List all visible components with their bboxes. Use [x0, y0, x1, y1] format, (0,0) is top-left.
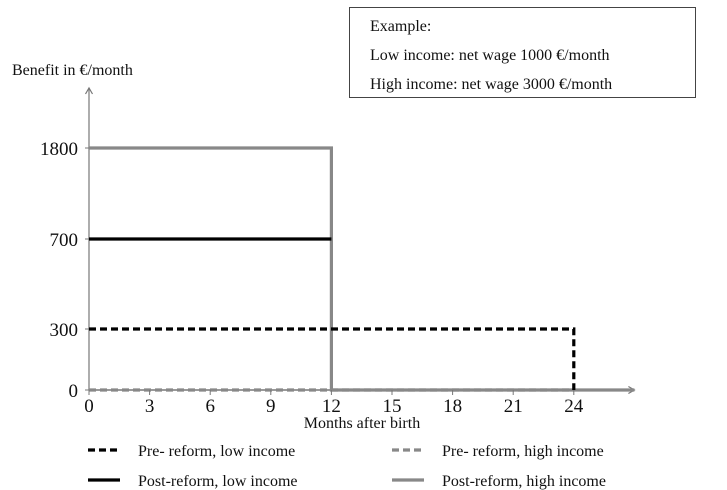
x-tick-label: 21	[504, 396, 523, 417]
x-tick-label: 0	[84, 396, 94, 417]
example-low-income: Low income: net wage 1000 €/month	[370, 47, 610, 64]
x-tick-label: 18	[443, 396, 462, 417]
legend-label-2: Pre- reform, high income	[442, 443, 604, 460]
y-axis-label: Benefit in €/month	[12, 62, 133, 79]
y-tick-label: 300	[50, 320, 79, 341]
axes	[84, 86, 636, 395]
y-tick-label: 1800	[40, 139, 78, 160]
ticks-layer: 0 3 6 9 12 15 18 21 24 0 300 700 1800	[40, 139, 584, 417]
legend-label-1: Pre- reform, low income	[138, 443, 295, 460]
x-tick-label: 15	[383, 396, 402, 417]
series-layer	[89, 146, 635, 392]
example-title: Example:	[370, 18, 432, 35]
legend-label-3: Post-reform, low income	[138, 473, 298, 490]
x-axis-label: Months after birth	[304, 415, 420, 432]
x-tick-label: 24	[564, 396, 584, 417]
x-tick-label: 3	[145, 396, 155, 417]
series-line-4	[89, 146, 635, 392]
y-tick-label: 700	[50, 230, 79, 251]
example-high-income: High income: net wage 3000 €/month	[370, 76, 613, 93]
x-tick-label: 9	[266, 396, 276, 417]
example-box: Example: Low income: net wage 1000 €/mon…	[349, 7, 696, 98]
y-tick-label: 0	[69, 381, 79, 402]
series-line-1	[89, 327, 576, 390]
legend: Pre- reform, low income Pre- reform, high…	[88, 443, 606, 490]
y-axis-arrow-icon	[84, 86, 94, 95]
x-tick-label: 12	[322, 396, 341, 417]
legend-label-4: Post-reform, high income	[442, 473, 606, 490]
x-tick-label: 6	[205, 396, 215, 417]
